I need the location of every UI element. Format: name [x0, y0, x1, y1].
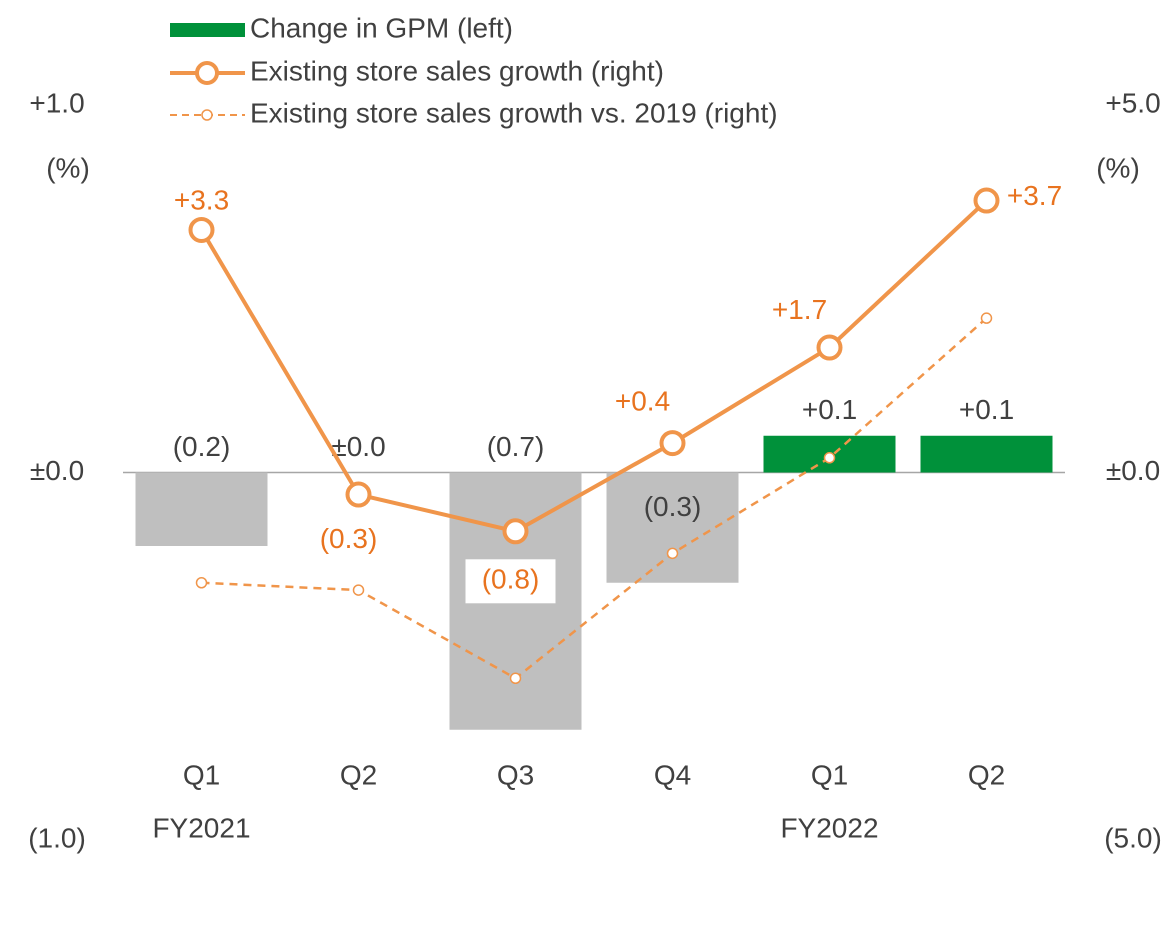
line-marker	[502, 518, 529, 545]
line-marker	[666, 547, 679, 560]
y-axis-unit: (%)	[46, 152, 90, 183]
line-marker	[195, 577, 208, 589]
group-label: FY2021	[152, 812, 250, 843]
bar-label: (0.3)	[644, 491, 702, 522]
x-tick-label: Q1	[183, 759, 220, 790]
y2-tick-label: +5.0	[1105, 87, 1160, 118]
line-marker	[980, 312, 993, 324]
legend-label: Existing store sales growth (right)	[250, 55, 664, 86]
legend-marker	[201, 109, 213, 121]
bar-label: (0.2)	[173, 431, 231, 462]
y-tick-label: ±0.0	[30, 455, 84, 486]
line-marker	[509, 672, 522, 685]
line	[199, 199, 988, 534]
line-marker	[659, 430, 686, 457]
y-tick-label: +1.0	[29, 87, 84, 118]
x-tick-label: Q2	[340, 759, 377, 790]
line-marker	[345, 481, 372, 508]
line-label: +3.3	[174, 184, 229, 215]
x-tick-label: Q3	[497, 759, 534, 790]
x-tick-label: Q4	[654, 759, 691, 790]
bar-label: +0.1	[959, 394, 1014, 425]
line-label: (0.8)	[482, 564, 540, 595]
x-tick-label: Q2	[968, 759, 1005, 790]
label-background	[465, 559, 556, 604]
line-marker	[973, 187, 1000, 214]
legend-label: Change in GPM (left)	[250, 12, 513, 43]
bar	[135, 472, 268, 546]
line	[201, 317, 988, 680]
x-tick-label: Q1	[811, 759, 848, 790]
line-label: (0.3)	[320, 523, 378, 554]
line-marker	[188, 216, 215, 243]
legend-swatch	[170, 23, 245, 37]
y2-axis-unit: (%)	[1096, 152, 1140, 183]
line-marker	[816, 334, 843, 361]
bar	[606, 472, 739, 583]
bar-label: ±0.0	[331, 431, 385, 462]
bar-label: +0.1	[802, 394, 857, 425]
bar-label: (0.7)	[487, 431, 545, 462]
legend-marker	[195, 61, 219, 85]
bar	[920, 435, 1053, 473]
line-marker	[352, 584, 365, 596]
y2-tick-label: (5.0)	[1104, 822, 1162, 853]
line-marker	[823, 452, 836, 464]
y-tick-label: (1.0)	[28, 822, 86, 853]
legend-label: Existing store sales growth vs. 2019 (ri…	[250, 97, 778, 128]
line-label: +3.7	[1007, 180, 1062, 211]
group-label: FY2022	[780, 812, 878, 843]
line-label: +1.7	[772, 294, 827, 325]
line-label: +0.4	[615, 385, 670, 416]
y2-tick-label: ±0.0	[1106, 455, 1160, 486]
